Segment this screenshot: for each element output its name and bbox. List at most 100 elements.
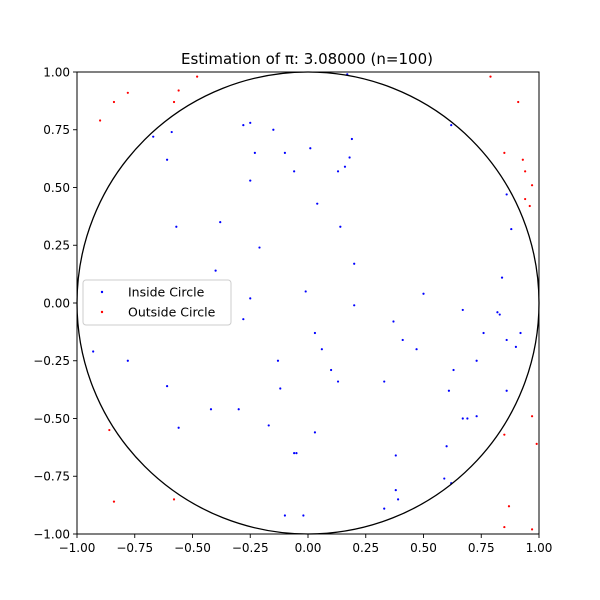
chart-title: Estimation of π: 3.08000 (n=100) <box>181 50 433 68</box>
inside-point-70 <box>461 417 464 420</box>
legend-marker-inside <box>100 290 104 294</box>
inside-point-31 <box>401 338 404 342</box>
inside-point-50 <box>237 408 240 411</box>
outside-point-12 <box>528 204 531 208</box>
outside-point-1 <box>112 100 116 104</box>
outside-point-16 <box>172 498 176 501</box>
y-tick-label: 0.50 <box>43 181 70 195</box>
y-tick-label: −0.25 <box>33 354 70 368</box>
x-tick-label: −1.00 <box>59 541 96 555</box>
inside-point-36 <box>482 331 485 335</box>
outside-point-19 <box>503 525 506 529</box>
inside-point-64 <box>396 498 400 501</box>
y-axis-ticks: −1.00 −0.75 −0.50 −0.25 0.00 0.25 0.50 0.75 1.00 <box>33 65 77 541</box>
inside-point-54 <box>293 452 296 455</box>
inside-point-26 <box>313 331 317 335</box>
inside-point-52 <box>276 359 280 362</box>
outside-point-14 <box>108 428 111 432</box>
outside-point-22 <box>530 528 534 531</box>
outside-point-15 <box>112 500 116 503</box>
inside-point-10 <box>316 202 319 205</box>
x-tick-label: −0.25 <box>232 541 269 555</box>
inside-point-29 <box>353 304 356 307</box>
outside-point-10 <box>524 170 527 173</box>
points-layer <box>92 73 538 531</box>
inside-point-48 <box>177 426 180 429</box>
y-tick-label: 0.75 <box>43 123 70 137</box>
inside-point-35 <box>450 124 453 127</box>
inside-point-24 <box>242 318 245 321</box>
series-outside <box>99 75 538 531</box>
inside-point-14 <box>350 137 353 141</box>
series-inside <box>92 73 522 517</box>
inside-point-72 <box>475 359 478 362</box>
x-tick-label: 0.75 <box>468 541 495 555</box>
inside-point-7 <box>283 151 286 154</box>
inside-point-5 <box>253 151 256 154</box>
inside-point-18 <box>219 221 222 224</box>
legend-box <box>82 279 232 326</box>
x-tick-label: 0.25 <box>352 541 379 555</box>
inside-point-20 <box>339 225 342 228</box>
legend-label-outside: Outside Circle <box>128 305 216 320</box>
inside-point-3 <box>242 124 245 127</box>
outside-point-21 <box>535 442 538 446</box>
inside-point-34 <box>461 308 464 312</box>
inside-point-1 <box>165 158 169 161</box>
legend-marker-outside <box>100 310 104 314</box>
inside-point-4 <box>249 121 252 124</box>
outside-point-18 <box>507 505 511 508</box>
outside-point-13 <box>530 184 534 187</box>
inside-point-43 <box>514 345 518 348</box>
inside-point-47 <box>165 385 169 388</box>
inside-point-62 <box>394 454 397 457</box>
outside-point-2 <box>126 91 129 94</box>
inside-point-44 <box>519 331 522 335</box>
x-tick-label: 1.00 <box>526 541 553 555</box>
inside-point-9 <box>309 147 312 150</box>
outside-point-6 <box>489 75 492 78</box>
inside-point-59 <box>336 380 340 383</box>
inside-point-45 <box>92 350 95 353</box>
inside-point-55 <box>295 452 298 455</box>
outside-point-3 <box>172 100 176 104</box>
legend-label-inside: Inside Circle <box>128 285 205 300</box>
y-tick-label: 0.00 <box>43 296 70 310</box>
inside-point-74 <box>505 389 508 392</box>
legend: Inside Circle Outside Circle <box>82 279 232 326</box>
x-tick-label: 0.00 <box>295 541 322 555</box>
inside-point-0 <box>152 135 155 138</box>
outside-point-5 <box>196 75 199 78</box>
inside-point-8 <box>293 170 296 173</box>
outside-point-11 <box>524 197 527 201</box>
y-tick-label: −0.75 <box>33 470 70 484</box>
inside-point-22 <box>214 269 217 272</box>
y-tick-label: −0.50 <box>33 412 70 426</box>
inside-point-67 <box>445 445 448 448</box>
inside-point-16 <box>249 179 252 182</box>
inside-point-68 <box>443 477 446 480</box>
inside-point-49 <box>209 408 213 411</box>
inside-point-2 <box>170 130 173 134</box>
inside-point-56 <box>283 514 286 517</box>
outside-point-20 <box>530 415 534 418</box>
inside-point-57 <box>302 514 305 517</box>
inside-point-38 <box>498 313 501 316</box>
inside-point-19 <box>258 246 261 249</box>
inside-point-33 <box>422 292 425 295</box>
outside-point-0 <box>99 119 102 122</box>
x-axis-ticks: −1.00 −0.75 −0.50 −0.25 0.00 0.25 0.50 0.75 1.00 <box>59 534 553 555</box>
inside-point-58 <box>313 431 317 434</box>
y-tick-label: 1.00 <box>43 65 70 79</box>
inside-point-65 <box>447 389 451 392</box>
outside-point-9 <box>521 158 524 161</box>
x-tick-label: 0.50 <box>410 541 437 555</box>
inside-point-32 <box>415 348 418 351</box>
x-tick-label: −0.75 <box>116 541 153 555</box>
inside-point-21 <box>353 262 356 265</box>
y-tick-label: 0.25 <box>43 239 70 253</box>
inside-point-60 <box>383 380 386 383</box>
outside-point-8 <box>503 151 506 154</box>
inside-point-23 <box>249 297 252 300</box>
